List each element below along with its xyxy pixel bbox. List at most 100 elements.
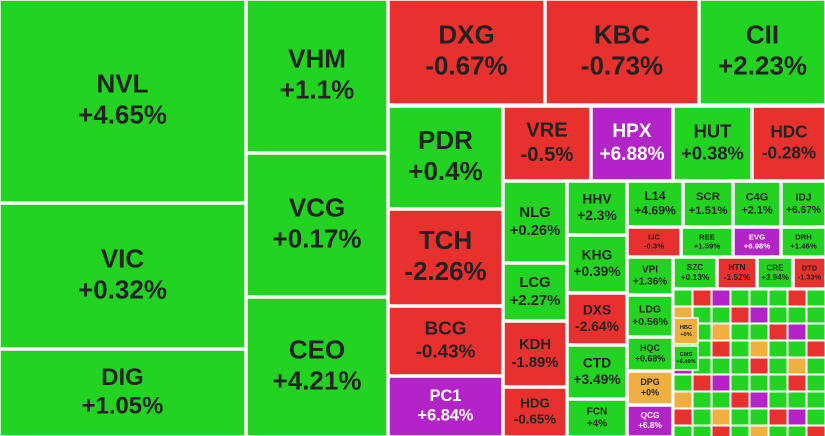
tile — [781, 227, 825, 257]
ticker: HPX — [612, 121, 651, 142]
change: -2.64% — [575, 319, 619, 334]
change: -1.52% — [724, 272, 751, 282]
tile — [388, 376, 503, 436]
small-tile — [806, 357, 825, 375]
ticker: VRE — [526, 120, 568, 142]
tile — [503, 181, 567, 263]
tile — [673, 257, 717, 289]
tile — [627, 227, 681, 257]
small-tile — [673, 408, 693, 426]
ticker: LCG — [519, 275, 550, 291]
small-tile — [673, 425, 693, 436]
small-tile — [730, 323, 750, 341]
small-tile — [749, 357, 769, 375]
change: +6.88% — [599, 144, 664, 165]
ticker: CRE — [766, 263, 784, 272]
small-tile — [749, 306, 769, 324]
small-tile — [711, 391, 731, 409]
small-tile — [673, 289, 693, 307]
small-tile — [711, 408, 731, 426]
small-tile — [768, 306, 788, 324]
tile — [388, 306, 503, 376]
small-tile — [730, 357, 750, 375]
ticker: IJC — [648, 232, 660, 241]
tile — [717, 257, 757, 289]
small-tile — [806, 340, 825, 358]
ticker: KBC — [594, 19, 651, 49]
change: +1.51% — [688, 205, 727, 217]
ticker: VPI — [642, 265, 658, 276]
small-tile — [749, 425, 769, 436]
ticker: DXS — [583, 302, 611, 317]
change: +0.13% — [681, 272, 710, 282]
change: +0% — [680, 332, 692, 338]
change: +4.69% — [634, 204, 676, 218]
small-tile — [711, 323, 731, 341]
small-tile — [749, 374, 769, 392]
tile — [627, 257, 673, 295]
tile — [699, 0, 825, 105]
small-tile — [673, 391, 693, 409]
small-tile — [749, 340, 769, 358]
ticker: NLG — [519, 205, 550, 221]
change: +4% — [587, 419, 607, 430]
small-tile — [787, 425, 807, 436]
tile — [503, 387, 567, 436]
tile — [567, 345, 627, 399]
tile — [627, 337, 673, 371]
change: +0.38% — [681, 142, 744, 163]
change: +6.98% — [744, 242, 771, 251]
ticker: DRH — [795, 232, 812, 241]
change: +1.46% — [790, 242, 817, 251]
ticker: VIC — [101, 243, 145, 273]
small-tile — [749, 391, 769, 409]
tile — [567, 235, 627, 293]
ticker: HBC — [680, 325, 692, 331]
ticker: CTD — [583, 355, 611, 370]
ticker: CII — [746, 19, 779, 49]
tile — [752, 106, 825, 181]
tile — [567, 293, 627, 345]
small-tile — [730, 289, 750, 307]
tile — [681, 227, 733, 257]
small-tile — [768, 340, 788, 358]
ticker: HHV — [582, 191, 612, 206]
small-tile — [730, 306, 750, 324]
ticker: C4G — [746, 191, 769, 203]
ticker: BCG — [425, 319, 467, 340]
tile — [388, 106, 503, 209]
small-tile — [749, 289, 769, 307]
tile — [503, 106, 591, 181]
small-tile — [711, 306, 731, 324]
small-tile — [768, 357, 788, 375]
change: +6.49% — [676, 359, 696, 365]
small-tile — [787, 374, 807, 392]
ticker: NVL — [97, 68, 149, 98]
ticker: CEO — [289, 334, 345, 364]
ticker: PC1 — [430, 387, 462, 405]
tile — [503, 321, 567, 387]
small-tile — [730, 340, 750, 358]
small-tile — [768, 289, 788, 307]
ticker: QCG — [641, 410, 660, 420]
change: +4.21% — [273, 365, 362, 395]
ticker: IDJ — [796, 193, 812, 204]
change: -1.33% — [798, 272, 822, 281]
small-tile — [749, 408, 769, 426]
small-tile — [787, 408, 807, 426]
change: +1.59% — [694, 242, 721, 251]
small-tile — [787, 306, 807, 324]
tile — [673, 345, 699, 371]
ticker: REE — [699, 232, 715, 241]
ticker: PDR — [418, 125, 473, 155]
ticker: VHM — [288, 43, 346, 73]
change: +3.94% — [761, 273, 789, 282]
change: -0.73% — [581, 50, 663, 80]
small-tile — [806, 289, 825, 307]
small-tile — [749, 323, 769, 341]
ticker: HQC — [640, 343, 660, 353]
small-tile — [768, 425, 788, 436]
ticker: DIG — [101, 364, 143, 391]
change: +4.65% — [78, 99, 167, 129]
